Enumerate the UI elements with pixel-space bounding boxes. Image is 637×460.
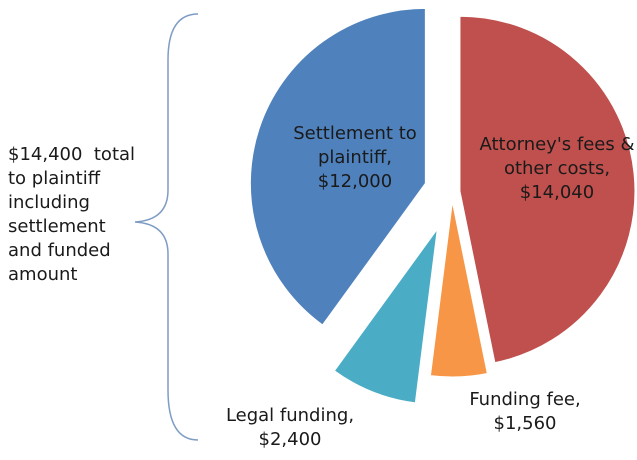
annotation-line: and funded [8,240,111,261]
annotation: $14,400 total to plaintiff including settle… [8,143,135,287]
annotation-line: to plaintiff [8,168,101,189]
data-label: Settlement to plaintiff, $12,000 [280,122,430,194]
category-label: Attorney's fees & other costs, [479,134,635,179]
annotation-line: settlement [8,216,106,237]
brace [134,13,199,441]
pie-slice [249,7,426,326]
category-label: Settlement to plaintiff, [293,123,417,168]
pie-slice [429,201,488,378]
pie-slice [459,15,636,364]
category-label: Funding fee, [469,389,581,410]
pie-slice [333,228,438,404]
value-label: $2,400 [258,429,322,450]
value-label: $1,560 [493,413,557,434]
annotation-line: $14,400 total [8,144,136,165]
data-label: Attorney's fees & other costs, $14,040 [478,133,636,205]
category-label: Legal funding, [225,405,355,426]
data-label: Legal funding, $2,400 [210,404,370,452]
annotation-line: amount [8,264,78,285]
data-label: Funding fee, $1,560 [455,388,595,436]
value-label: $12,000 [317,171,393,192]
value-label: $14,040 [519,182,595,203]
annotation-line: including [8,192,90,213]
